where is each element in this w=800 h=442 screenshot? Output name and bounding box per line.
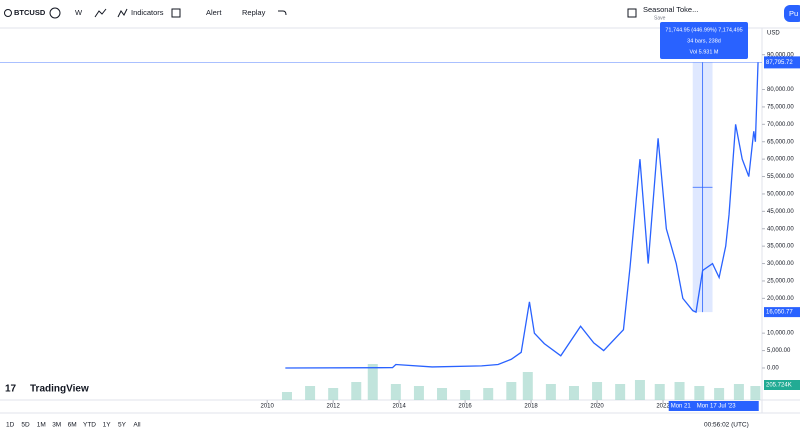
y-tick-label: 10,000.00	[767, 331, 794, 337]
range-button[interactable]: 6M	[68, 422, 77, 429]
measure-text: Vol 5.931 M	[689, 49, 718, 55]
plot: 0.00 5,000.00 10,000.00 20,000.00 25,000.00 3…	[0, 22, 800, 411]
volume-bar	[714, 388, 725, 400]
currency: USD	[767, 31, 780, 37]
volume-bar	[367, 364, 378, 400]
volume-bar	[634, 380, 645, 400]
range-button[interactable]: 5Y	[118, 422, 127, 429]
interval[interactable]: W	[75, 8, 83, 17]
measure-end: Mon 17 Jul '23	[697, 404, 736, 410]
price-line	[285, 62, 759, 369]
indicators-icon[interactable]	[117, 8, 128, 18]
layout-icon[interactable]	[627, 8, 637, 18]
y-tick-label: 5,000.00	[767, 348, 791, 354]
volume-bar	[654, 384, 665, 400]
range-button[interactable]: 1D	[6, 422, 15, 429]
x-tick-label: 2018	[524, 404, 538, 410]
y-tick-label: 75,000.00	[767, 105, 794, 111]
volume-bar	[413, 386, 424, 400]
y-tick-label: 55,000.00	[767, 174, 794, 180]
replay-button[interactable]: Replay	[242, 8, 266, 17]
volume-bar	[545, 384, 556, 400]
measure-tooltip	[660, 22, 748, 59]
range-button[interactable]: All	[133, 422, 141, 429]
volume-bar	[390, 384, 401, 400]
y-tick-label: 20,000.00	[767, 296, 794, 302]
alert-button[interactable]: Alert	[206, 8, 222, 17]
x-tick-label: 2020	[590, 404, 604, 410]
logo: TradingView	[30, 384, 89, 395]
volume-label: 205.724K	[766, 383, 792, 389]
x-tick-label: 2010	[261, 404, 275, 410]
y-tick-label: 70,000.00	[767, 122, 794, 128]
y-tick-label: 35,000.00	[767, 244, 794, 250]
price-tag	[764, 56, 800, 69]
x-tick-label: 2014	[392, 404, 406, 410]
volume-bar	[522, 372, 533, 400]
range-button[interactable]: 5D	[21, 422, 30, 429]
last-price: 87,795.72	[766, 60, 793, 66]
y-tick-label: 60,000.00	[767, 157, 794, 163]
layout-name[interactable]: Seasonal Toke...	[643, 5, 698, 14]
x-tick-label: 2016	[458, 404, 472, 410]
volume-bar	[483, 388, 494, 400]
volume-bar	[615, 384, 626, 400]
publish-text[interactable]: Pu	[789, 9, 798, 18]
y-tick-label: 90,000.00	[767, 52, 794, 58]
logo-mark: 17	[5, 384, 17, 395]
volume-tag	[764, 380, 800, 390]
volume-bar	[674, 382, 685, 400]
low-price: 16,050.77	[766, 310, 793, 316]
volume-bar	[506, 382, 517, 400]
volume-bar	[305, 386, 316, 400]
y-tick-label: 25,000.00	[767, 279, 794, 285]
range-button[interactable]: 3M	[52, 422, 61, 429]
volume-bar	[281, 392, 292, 400]
range-button[interactable]: 1Y	[103, 422, 112, 429]
y-tick-label: 0.00	[767, 366, 779, 372]
volume-bar	[351, 382, 362, 400]
chart-type[interactable]	[94, 8, 107, 18]
y-tick-label: 40,000.00	[767, 226, 794, 232]
volume-bar	[733, 384, 744, 400]
y-tick-label: 65,000.00	[767, 139, 794, 145]
x-tick-label: 2022	[656, 404, 670, 410]
range-button[interactable]: YTD	[83, 422, 96, 429]
x-tick-label: 2012	[326, 404, 340, 410]
search-icon[interactable]	[4, 9, 12, 17]
volume-bar	[592, 382, 603, 400]
undo-button[interactable]	[278, 10, 287, 16]
y-tick-label: 30,000.00	[767, 261, 794, 267]
measure-text: 34 bars, 238d	[687, 38, 721, 44]
measure-start: Mon 21	[671, 404, 692, 410]
volume-bar	[694, 386, 705, 400]
symbol[interactable]: BTCUSD	[14, 8, 46, 17]
measure-text: 71,744.95 (446.99%) 7,174,495	[665, 27, 742, 33]
measure-x-box	[668, 401, 759, 411]
volume-bar	[328, 388, 339, 400]
publish-button[interactable]	[784, 5, 800, 22]
y-tick-label: 50,000.00	[767, 192, 794, 198]
bottom-bar: 1D 5D 1M 3M 6M YTD 1Y 5Y All 00:56:02 (UTC)	[6, 422, 749, 429]
volume-bar	[460, 390, 471, 400]
volume-bar	[568, 386, 579, 400]
indicators-button[interactable]: Indicators	[131, 8, 164, 17]
volume-bar	[750, 386, 761, 400]
clock: 00:56:02 (UTC)	[704, 422, 749, 429]
low-tag	[764, 307, 800, 318]
y-tick-label: 45,000.00	[767, 209, 794, 215]
layout-status: Save	[654, 15, 666, 21]
volume-bar	[437, 388, 448, 400]
y-tick-label: 80,000.00	[767, 87, 794, 93]
range-button[interactable]: 1M	[37, 422, 46, 429]
compare-button[interactable]	[49, 7, 61, 19]
templates-button[interactable]	[171, 8, 181, 18]
